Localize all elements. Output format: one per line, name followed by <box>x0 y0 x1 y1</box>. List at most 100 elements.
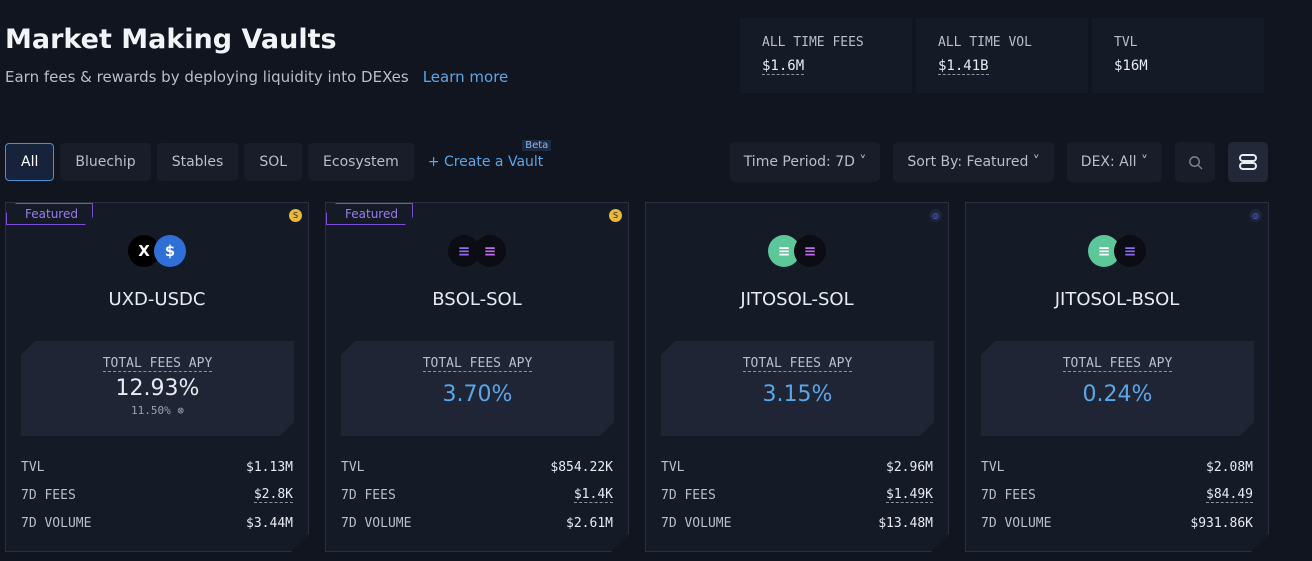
list-layout-icon <box>1239 154 1257 170</box>
row-label: TVL <box>981 459 1005 475</box>
row-label: TVL <box>21 459 45 475</box>
vault-stats: TVL $854.22K 7D FEES $1.4K 7D VOLUME $2.61M <box>341 453 613 537</box>
row-label: 7D FEES <box>341 487 396 503</box>
row-value: $1.49K <box>886 487 933 502</box>
vault-card[interactable]: ◎ ≡ ≡ JITOSOL-SOL TOTAL FEES APY 3.15% TV… <box>645 202 949 552</box>
apy-sub: 11.50% ⊗ <box>21 404 294 417</box>
row-label: TVL <box>341 459 365 475</box>
apy-label: TOTAL FEES APY <box>742 356 853 371</box>
orca-dex-icon: S <box>609 209 622 222</box>
apy-value: 0.24% <box>1082 382 1153 407</box>
row-label: TVL <box>661 459 685 475</box>
row-value: $1.4K <box>573 487 613 502</box>
token-pair-icons: ≡ ≡ <box>326 235 628 267</box>
category-tabs: All Bluechip Stables SOL Ecosystem + Cre… <box>5 140 552 181</box>
vault-name: JITOSOL-BSOL <box>1054 289 1180 310</box>
featured-badge: Featured <box>326 203 413 225</box>
vault-name: BSOL-SOL <box>432 289 522 310</box>
row-value: $13.48M <box>878 515 933 531</box>
stat-tvl: TVL $16M <box>1092 18 1264 93</box>
sol-token-icon: ≡ <box>794 235 826 267</box>
vault-stats: TVL $2.96M 7D FEES $1.49K 7D VOLUME $13.48M <box>661 453 933 537</box>
vault-stats: TVL $1.13M 7D FEES $2.8K 7D VOLUME $3.44M <box>21 453 293 537</box>
stat-value: $1.6M <box>762 58 805 75</box>
volume-row: 7D VOLUME $3.44M <box>21 509 293 537</box>
volume-row: 7D VOLUME $931.86K <box>981 509 1253 537</box>
row-label: 7D VOLUME <box>661 515 732 531</box>
jitosol-token-icon: ≡ <box>768 235 800 267</box>
row-value: $854.22K <box>550 459 613 475</box>
fees-row: 7D FEES $2.8K <box>21 481 293 509</box>
token-pair-icons: ≡ ≡ <box>966 235 1268 267</box>
row-label: 7D FEES <box>661 487 716 503</box>
create-vault-label: + Create a Vault <box>427 154 544 170</box>
sort-by-dropdown[interactable]: Sort By: Featured ˅ <box>893 142 1054 182</box>
beta-badge: Beta <box>522 140 552 151</box>
search-button[interactable] <box>1175 142 1215 182</box>
tab-all[interactable]: All <box>5 143 55 181</box>
row-value: $1.13M <box>246 459 293 475</box>
layout-toggle-button[interactable] <box>1228 142 1268 182</box>
apy-box: TOTAL FEES APY 12.93% 11.50% ⊗ <box>21 341 294 436</box>
apy-label: TOTAL FEES APY <box>102 356 213 371</box>
meteora-dex-icon: ◎ <box>1249 209 1262 222</box>
row-value: $2.08M <box>1206 459 1253 475</box>
filters: Time Period: 7D ˅ Sort By: Featured ˅ DE… <box>729 142 1268 182</box>
rewards-icon: ⊗ <box>177 404 184 417</box>
apy-value: 3.70% <box>442 382 513 407</box>
subtitle-text: Earn fees & rewards by deploying liquidi… <box>5 68 409 86</box>
bsol-token-icon: ≡ <box>1114 235 1146 267</box>
vault-name: UXD-USDC <box>108 289 206 310</box>
apy-value: 3.15% <box>762 382 833 407</box>
rewards-apy: 11.50% <box>131 404 171 417</box>
vault-card[interactable]: ◎ ≡ ≡ JITOSOL-BSOL TOTAL FEES APY 0.24% T… <box>965 202 1269 552</box>
row-value: $931.86K <box>1190 515 1253 531</box>
tab-bluechip[interactable]: Bluechip <box>60 143 151 181</box>
fees-row: 7D FEES $1.49K <box>661 481 933 509</box>
orca-dex-icon: S <box>289 209 302 222</box>
row-value: $2.96M <box>886 459 933 475</box>
row-value: $3.44M <box>246 515 293 531</box>
page-subtitle: Earn fees & rewards by deploying liquidi… <box>5 68 508 86</box>
tab-sol[interactable]: SOL <box>244 143 303 181</box>
volume-row: 7D VOLUME $13.48M <box>661 509 933 537</box>
tab-stables[interactable]: Stables <box>156 143 239 181</box>
time-period-dropdown[interactable]: Time Period: 7D ˅ <box>729 142 881 182</box>
vault-card[interactable]: Featured S ≡ ≡ BSOL-SOL TOTAL FEES APY 3.… <box>325 202 629 552</box>
tvl-row: TVL $2.08M <box>981 453 1253 481</box>
token-pair-icons: X $ <box>6 235 308 267</box>
stat-label: ALL TIME VOL <box>938 35 1032 50</box>
fees-row: 7D FEES $84.49 <box>981 481 1253 509</box>
token-pair-icons: ≡ ≡ <box>646 235 948 267</box>
jitosol-token-icon: ≡ <box>1088 235 1120 267</box>
learn-more-link[interactable]: Learn more <box>422 68 509 86</box>
row-label: 7D FEES <box>981 487 1036 503</box>
volume-row: 7D VOLUME $2.61M <box>341 509 613 537</box>
row-label: 7D FEES <box>21 487 76 503</box>
create-vault-button[interactable]: + Create a Vault Beta <box>427 140 552 170</box>
search-icon <box>1188 155 1203 170</box>
apy-box: TOTAL FEES APY 3.70% <box>341 341 614 436</box>
usdc-token-icon: $ <box>154 235 186 267</box>
row-label: 7D VOLUME <box>21 515 92 531</box>
apy-label: TOTAL FEES APY <box>422 356 533 371</box>
apy-value: 12.93% <box>115 376 200 401</box>
tab-ecosystem[interactable]: Ecosystem <box>308 143 414 181</box>
stat-value: $16M <box>1114 58 1148 74</box>
tvl-row: TVL $854.22K <box>341 453 613 481</box>
vault-name: JITOSOL-SOL <box>740 289 854 310</box>
stat-label: ALL TIME FEES <box>762 35 864 50</box>
row-value: $84.49 <box>1206 487 1253 502</box>
meteora-dex-icon: ◎ <box>929 209 942 222</box>
featured-badge: Featured <box>6 203 93 225</box>
tvl-row: TVL $1.13M <box>21 453 293 481</box>
vault-card[interactable]: Featured S X $ UXD-USDC TOTAL FEES APY 12… <box>5 202 309 552</box>
apy-label: TOTAL FEES APY <box>1062 356 1173 371</box>
row-label: 7D VOLUME <box>341 515 412 531</box>
fees-row: 7D FEES $1.4K <box>341 481 613 509</box>
dex-dropdown[interactable]: DEX: All ˅ <box>1066 142 1162 182</box>
sol-token-icon: ≡ <box>474 235 506 267</box>
stat-all-time-fees: ALL TIME FEES $1.6M <box>740 18 912 93</box>
row-label: 7D VOLUME <box>981 515 1052 531</box>
apy-box: TOTAL FEES APY 0.24% <box>981 341 1254 436</box>
